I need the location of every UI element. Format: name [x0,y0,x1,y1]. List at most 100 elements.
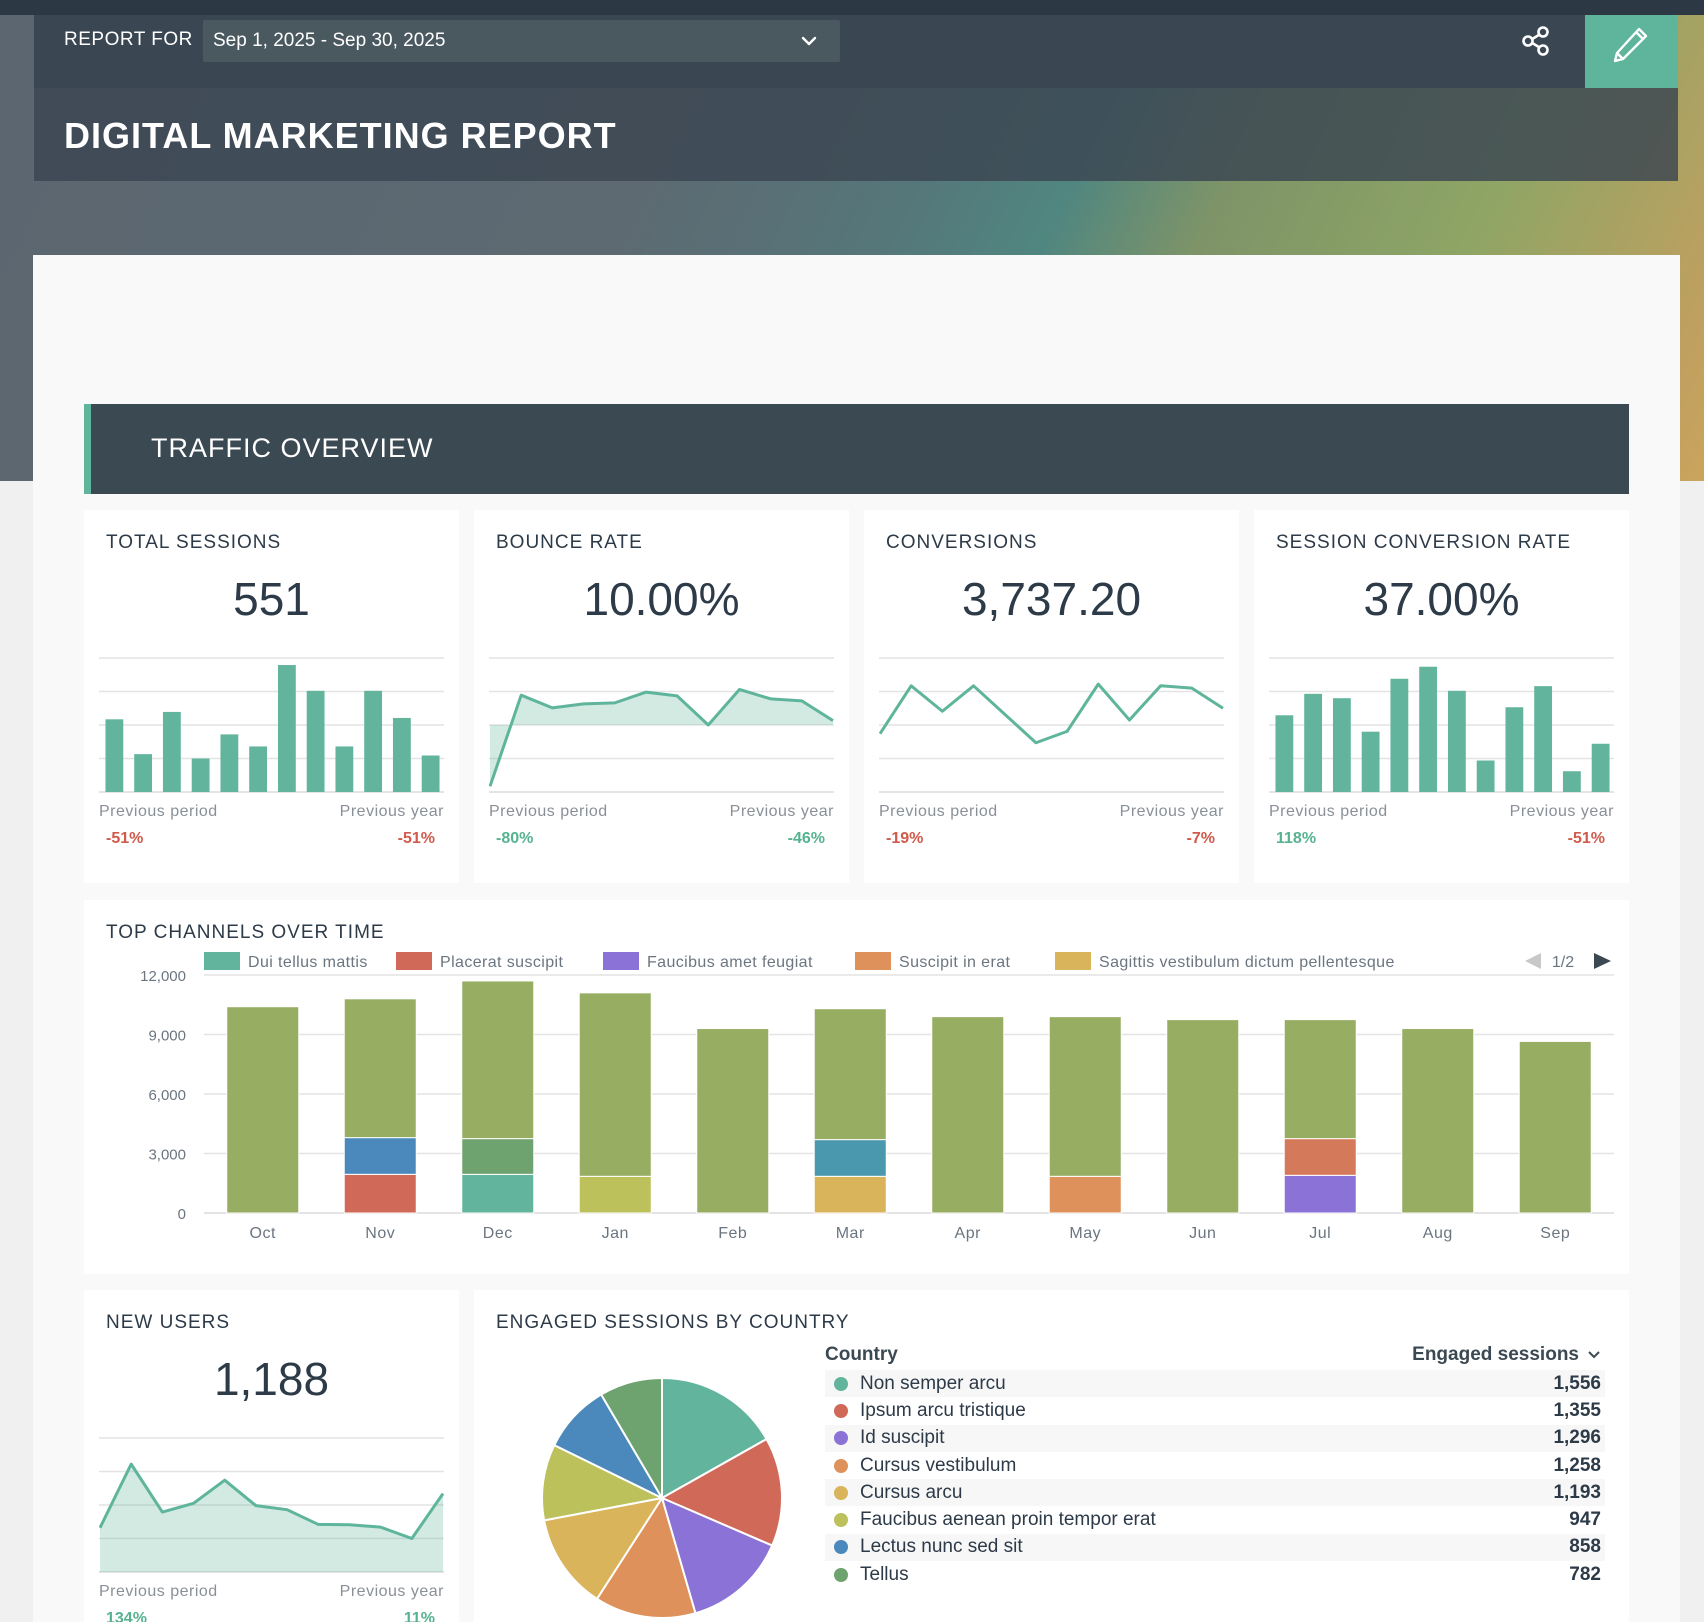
legend-next-page-icon[interactable] [1594,953,1611,969]
pie-slice[interactable] [661,1376,768,1500]
table-row[interactable]: Lectus nunc sed sit 858 [825,1533,1605,1562]
kpi-value: 10.00% [583,573,740,625]
pie-slice[interactable] [659,1437,783,1547]
chart-title: TOP CHANNELS OVER TIME [106,922,385,943]
legend-swatch [396,952,432,970]
share-button[interactable] [1515,20,1557,62]
kpi-title: CONVERSIONS [886,532,1038,553]
country-name: Non semper arcu [860,1372,1006,1394]
table-row[interactable]: Cursus vestibulum 1,258 [825,1452,1605,1479]
bar-segment-may[interactable] [1048,1016,1122,1177]
table-row[interactable]: Faucibus aenean proin tempor erat 947 [825,1506,1605,1533]
pie-slice[interactable] [660,1496,774,1615]
bar-segment-dec[interactable] [461,1173,535,1214]
kpi-title: BOUNCE RATE [496,532,643,553]
legend-item-label[interactable]: Placerat suscipit [440,954,563,971]
sparkline-bar [277,665,296,792]
country-name: Id suscipit [860,1427,945,1449]
y-tick-label: 6,000 [148,1087,186,1104]
bar-segment-mar[interactable] [813,1175,887,1214]
bar-segment-sep[interactable] [1518,1040,1592,1214]
table-row[interactable]: Ipsum arcu tristique 1,355 [825,1397,1605,1424]
bar-segment-nov[interactable] [343,1137,417,1175]
engaged-sessions-value: 858 [1569,1536,1601,1558]
kpi-value: 37.00% [1363,573,1520,625]
x-tick-label: Oct [250,1225,276,1242]
bar-segment-nov[interactable] [343,998,417,1139]
top-channels-chart: TOP CHANNELS OVER TIME Dui tellus mattis P… [106,922,1614,1242]
x-tick-label: Mar [836,1225,865,1242]
pie-slice[interactable] [595,1495,697,1619]
bar-segment-jan[interactable] [578,1175,652,1214]
legend-dot-icon [834,1485,848,1500]
bar-segment-dec[interactable] [461,1138,535,1175]
bar-segment-nov[interactable] [343,1173,417,1214]
engaged-sessions-value: 1,355 [1553,1399,1601,1421]
previous-year-label: Previous year [1119,803,1224,820]
kpi-card-session-conversion-rate: SESSION CONVERSION RATE 37.00% Previous … [1254,510,1629,883]
bar-segment-jul[interactable] [1283,1019,1357,1140]
legend-swatch [204,952,240,970]
bar-segment-feb[interactable] [696,1028,770,1214]
previous-period-change: -80% [496,830,534,847]
legend-item-label[interactable]: Faucibus amet feugiat [647,954,813,971]
bar-segment-dec[interactable] [461,980,535,1140]
date-range-dropdown[interactable]: Sep 1, 2025 - Sep 30, 2025 [203,20,840,62]
bar-segment-jul[interactable] [1283,1138,1357,1176]
sparkline-bar [1505,707,1524,792]
previous-year-label: Previous year [1509,803,1614,820]
sparkline-bar [1390,678,1409,792]
legend-dot-icon [834,1567,848,1582]
previous-year-label: Previous year [729,803,834,820]
report-title: DIGITAL MARKETING REPORT [64,115,617,156]
previous-period-label: Previous period [99,1583,218,1600]
bar-segment-jan[interactable] [578,992,652,1177]
bar-segment-jul[interactable] [1283,1174,1357,1214]
legend-prev-page-icon[interactable] [1525,953,1541,969]
bar-segment-mar[interactable] [813,1139,887,1177]
bar-segment-may[interactable] [1048,1175,1122,1214]
pencil-icon [1613,27,1648,63]
kpi-value: 1,188 [213,1353,330,1405]
kpi-title: SESSION CONVERSION RATE [1276,532,1572,553]
pie-slice[interactable] [541,1443,666,1522]
x-tick-label: Jul [1309,1225,1331,1242]
y-tick-label: 9,000 [148,1028,186,1045]
bar-segment-aug[interactable] [1401,1028,1475,1214]
legend-dot-icon [834,1540,848,1555]
bar-segment-apr[interactable] [931,1016,1005,1214]
sparkline-bar [306,690,325,792]
previous-year-change: 11% [403,1610,435,1622]
previous-period-change: 118% [1276,830,1317,847]
section-header-traffic-overview: TRAFFIC OVERVIEW [84,404,1629,494]
engaged-sessions-value: 1,258 [1553,1454,1601,1476]
bar-segment-mar[interactable] [813,1008,887,1141]
previous-year-change: -51% [1567,830,1605,847]
sparkline-line [489,687,834,787]
sparkline-bar [1419,666,1438,792]
kpi-title: TOTAL SESSIONS [106,532,282,553]
y-tick-label: 3,000 [148,1147,186,1164]
x-tick-label: May [1069,1225,1101,1242]
bar-segment-jun[interactable] [1166,1019,1240,1214]
table-row[interactable]: Id suscipit 1,296 [825,1424,1605,1452]
legend-swatch [1055,952,1091,970]
column-header-engaged-sessions[interactable]: Engaged sessions [1412,1344,1605,1366]
kpi-card-bounce-rate: BOUNCE RATE 10.00% Previous period Previ… [474,510,849,883]
previous-year-change: -51% [397,830,435,847]
legend-item-label[interactable]: Suscipit in erat [899,954,1010,971]
table-row[interactable]: Tellus 782 [825,1561,1605,1588]
legend-item-label[interactable]: Sagittis vestibulum dictum pellentesque [1099,954,1395,971]
bar-segment-oct[interactable] [226,1006,300,1214]
sparkline-bar [105,719,124,792]
table-row[interactable]: Non semper arcu 1,556 [825,1370,1605,1398]
previous-period-label: Previous period [879,803,998,820]
legend-item-label[interactable]: Dui tellus mattis [248,954,368,971]
edit-button[interactable] [1585,15,1678,88]
pie-slice[interactable] [599,1376,663,1502]
x-tick-label: Dec [483,1225,513,1242]
table-row[interactable]: Cursus arcu 1,193 [825,1479,1605,1507]
column-header-country[interactable]: Country [825,1344,898,1365]
pie-slice[interactable] [542,1496,665,1601]
share-icon [1522,26,1549,56]
